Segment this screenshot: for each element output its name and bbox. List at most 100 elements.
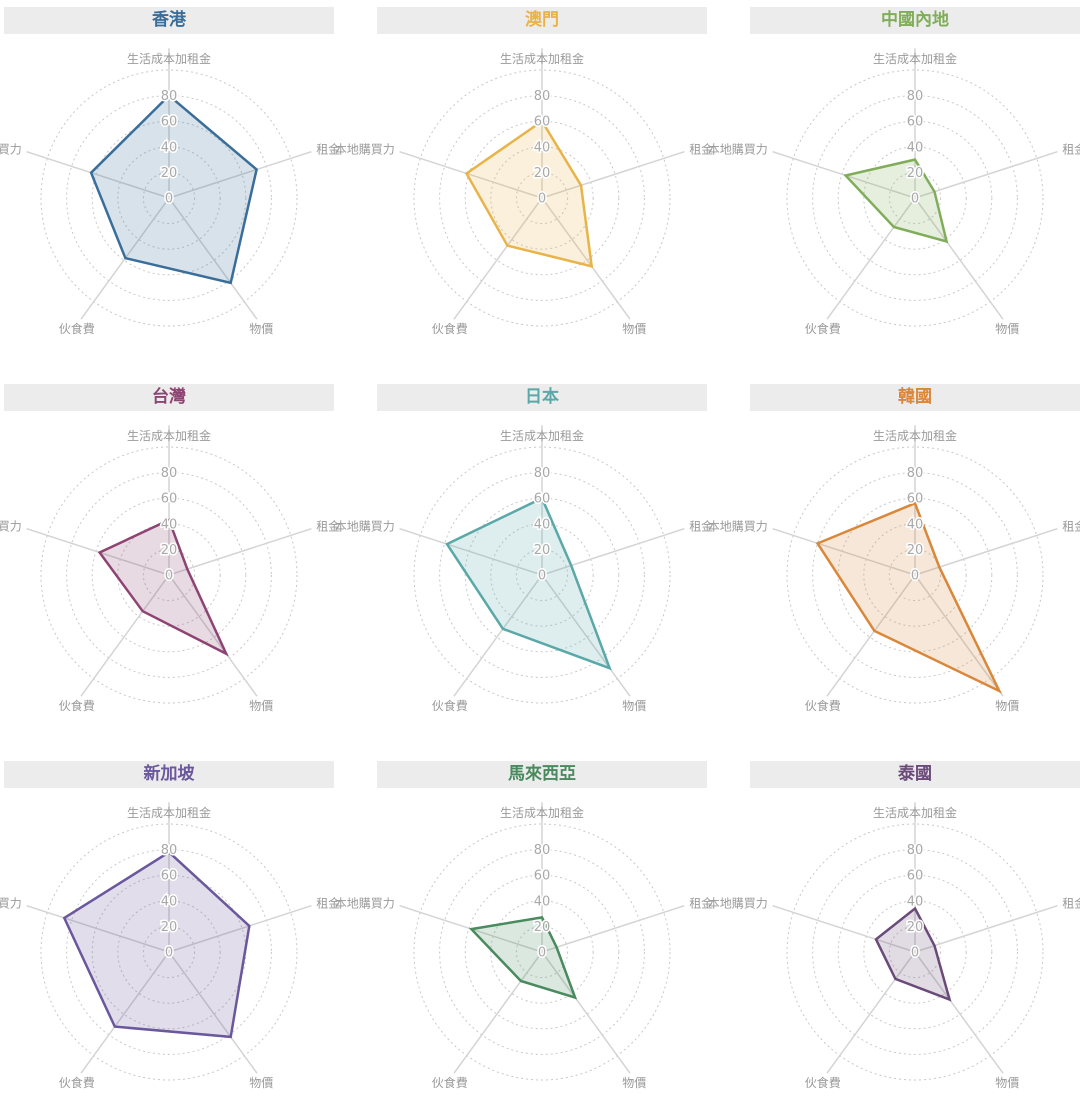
panel-title: 日本 (377, 384, 707, 411)
tick-label: 40 (534, 894, 551, 909)
axis-label: 本地購買力 (335, 520, 395, 534)
tick-label: 20 (907, 166, 924, 181)
axis-label: 租金 (689, 896, 713, 911)
axis-label: 本地購買力 (0, 520, 22, 534)
axis-label: 租金 (316, 142, 340, 157)
panel-title: 中國內地 (750, 7, 1080, 34)
tick-label: 80 (161, 843, 178, 858)
grid-circle (786, 823, 1044, 1081)
grid-circle (888, 548, 942, 602)
axis-label: 本地購買力 (708, 520, 768, 534)
axis-label: 生活成本加租金 (500, 805, 584, 820)
tick-label: 40 (534, 517, 551, 532)
axis-spoke (168, 197, 258, 320)
tick-label: 0 (165, 946, 173, 961)
axis-spoke (826, 951, 916, 1074)
grid-circle (142, 925, 196, 979)
grid-circle (40, 823, 298, 1081)
axis-label: 物價 (622, 1076, 646, 1090)
axis-label: 生活成本加租金 (127, 805, 211, 820)
axis-label: 生活成本加租金 (873, 51, 957, 66)
grid-circle (40, 446, 298, 704)
data-polygon (464, 119, 594, 268)
axis-spoke (914, 197, 1004, 320)
grid-circle (40, 69, 298, 327)
tick-label: 40 (534, 140, 551, 155)
tick-label: 60 (161, 492, 178, 507)
grid-circle (413, 823, 671, 1081)
data-polygon (62, 850, 251, 1039)
tick-label: 0 (911, 569, 919, 584)
axis-spoke (541, 197, 631, 320)
axis-spoke (399, 527, 543, 576)
data-polygon (468, 916, 578, 1000)
radar-panel: 日本 0 20 40 60 80 生活成本加租金 租金 物價 伙食費 本地購買力 (335, 377, 713, 737)
axis-label: 伙食費 (59, 698, 95, 713)
axis-spoke (541, 150, 685, 199)
axis-label: 生活成本加租金 (127, 51, 211, 66)
tick-label: 80 (534, 843, 551, 858)
tick-label: 20 (161, 920, 178, 935)
axis-label: 物價 (622, 699, 646, 713)
tick-label: 0 (911, 946, 919, 961)
tick-label: 0 (538, 569, 546, 584)
panel-title: 馬來西亞 (377, 761, 707, 788)
radar-panel: 馬來西亞 0 20 40 60 80 生活成本加租金 租金 物價 伙食費 本地購買力 (335, 754, 713, 1114)
axis-spoke (453, 574, 543, 697)
grid-circle (413, 446, 671, 704)
axis-label: 物價 (249, 699, 273, 713)
axis-spoke (541, 574, 631, 697)
axis-label: 本地購買力 (708, 143, 768, 157)
tick-label: 80 (907, 466, 924, 481)
axis-label: 伙食費 (805, 321, 841, 336)
axis-spoke (399, 150, 543, 199)
axis-label: 本地購買力 (708, 897, 768, 911)
grid-circle (515, 925, 569, 979)
axis-label: 生活成本加租金 (127, 428, 211, 443)
grid-circle (786, 446, 1044, 704)
axis-spoke (453, 197, 543, 320)
tick-label: 80 (907, 843, 924, 858)
tick-label: 40 (907, 517, 924, 532)
axis-spoke (168, 951, 258, 1074)
grid-circle (142, 171, 196, 225)
axis-label: 租金 (316, 896, 340, 911)
tick-label: 20 (534, 166, 551, 181)
tick-label: 80 (534, 466, 551, 481)
axis-spoke (168, 574, 258, 697)
axis-spoke (26, 904, 170, 953)
axis-label: 伙食費 (59, 321, 95, 336)
axis-label: 伙食費 (432, 698, 468, 713)
axis-label: 生活成本加租金 (500, 51, 584, 66)
axis-spoke (772, 527, 916, 576)
panel-title: 泰國 (750, 761, 1080, 788)
axis-label: 本地購買力 (335, 143, 395, 157)
axis-spoke (914, 150, 1058, 199)
axis-label: 伙食費 (432, 321, 468, 336)
axis-label: 伙食費 (59, 1075, 95, 1090)
data-polygon (97, 518, 229, 657)
axis-label: 生活成本加租金 (873, 428, 957, 443)
axis-label: 租金 (316, 519, 340, 534)
grid-circle (888, 171, 942, 225)
panel-title: 香港 (4, 7, 334, 34)
axis-spoke (168, 527, 312, 576)
axis-label: 伙食費 (805, 1075, 841, 1090)
axis-spoke (26, 527, 170, 576)
data-polygon (874, 906, 952, 1002)
tick-label: 20 (161, 166, 178, 181)
tick-label: 60 (534, 492, 551, 507)
axis-label: 物價 (249, 322, 273, 336)
axis-label: 物價 (995, 322, 1019, 336)
